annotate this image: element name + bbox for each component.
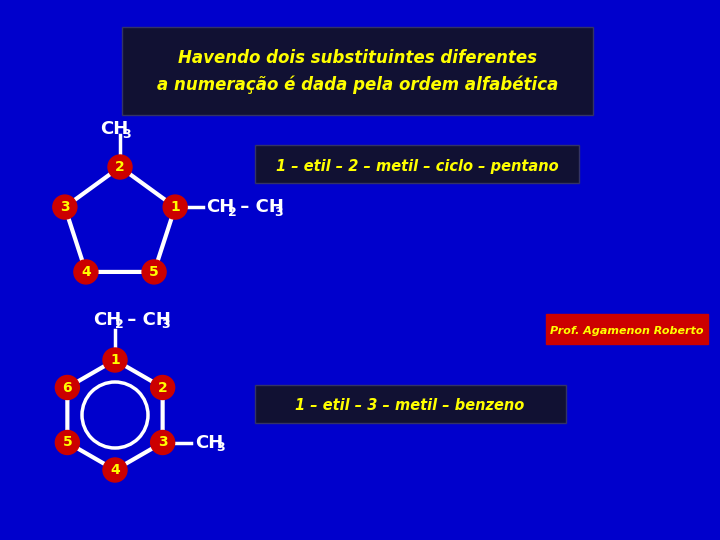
Circle shape bbox=[53, 195, 77, 219]
Text: 2: 2 bbox=[115, 319, 124, 332]
Text: 3: 3 bbox=[122, 127, 130, 140]
Text: 1 – etil – 2 – metil – ciclo – pentano: 1 – etil – 2 – metil – ciclo – pentano bbox=[276, 159, 558, 173]
Text: 2: 2 bbox=[158, 381, 168, 395]
Circle shape bbox=[150, 375, 175, 400]
Circle shape bbox=[74, 260, 98, 284]
Text: 6: 6 bbox=[63, 381, 72, 395]
Circle shape bbox=[103, 348, 127, 372]
Text: Prof. Agamenon Roberto: Prof. Agamenon Roberto bbox=[550, 326, 703, 336]
Text: 3: 3 bbox=[60, 200, 70, 214]
Text: 3: 3 bbox=[158, 435, 168, 449]
Text: CH: CH bbox=[194, 434, 223, 451]
Circle shape bbox=[55, 430, 79, 455]
FancyBboxPatch shape bbox=[546, 314, 708, 344]
Text: CH: CH bbox=[93, 311, 121, 329]
Text: – CH: – CH bbox=[234, 198, 284, 216]
Text: 1 – etil – 3 – metil – benzeno: 1 – etil – 3 – metil – benzeno bbox=[295, 399, 525, 414]
Text: CH: CH bbox=[206, 198, 235, 216]
Text: 1: 1 bbox=[110, 353, 120, 367]
Circle shape bbox=[142, 260, 166, 284]
Text: a numeração é dada pela ordem alfabética: a numeração é dada pela ordem alfabética bbox=[157, 76, 559, 94]
Text: 1: 1 bbox=[171, 200, 180, 214]
Text: 4: 4 bbox=[110, 463, 120, 477]
Circle shape bbox=[108, 155, 132, 179]
Circle shape bbox=[55, 375, 79, 400]
Text: 5: 5 bbox=[63, 435, 72, 449]
Circle shape bbox=[163, 195, 187, 219]
Text: 3: 3 bbox=[161, 319, 170, 332]
Text: 3: 3 bbox=[217, 441, 225, 454]
Text: 2: 2 bbox=[115, 160, 125, 174]
Circle shape bbox=[103, 458, 127, 482]
Text: Havendo dois substituintes diferentes: Havendo dois substituintes diferentes bbox=[179, 49, 538, 67]
Text: – CH: – CH bbox=[121, 311, 171, 329]
Text: 2: 2 bbox=[228, 206, 237, 219]
FancyBboxPatch shape bbox=[255, 385, 566, 423]
Text: CH: CH bbox=[100, 120, 128, 138]
FancyBboxPatch shape bbox=[122, 27, 593, 115]
Text: 3: 3 bbox=[274, 206, 283, 219]
Circle shape bbox=[150, 430, 175, 455]
Text: 4: 4 bbox=[81, 265, 91, 279]
Text: 5: 5 bbox=[149, 265, 159, 279]
FancyBboxPatch shape bbox=[255, 145, 579, 183]
